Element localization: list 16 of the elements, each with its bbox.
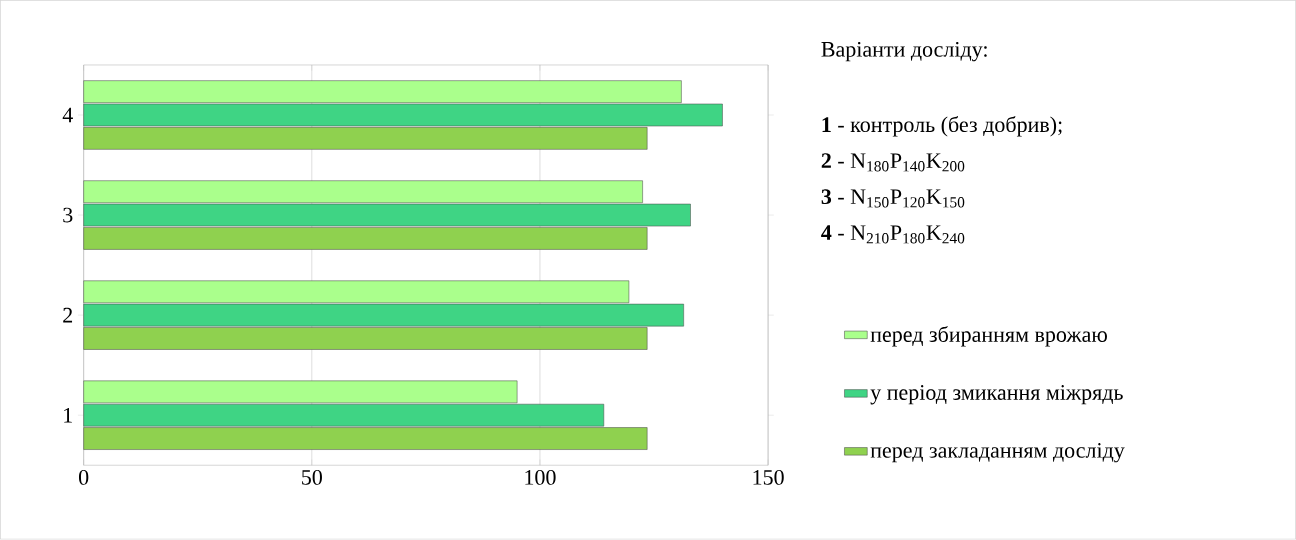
text: 3 - N$_{150}$P$_{120}$K$_{150}$ (821, 189, 965, 208)
legend-label: перед закладанням досліду (870, 443, 1125, 463)
text: 2 - N$_{180}$P$_{140}$K$_{200}$ (821, 153, 965, 172)
text: Варіанти досліду: (821, 42, 987, 62)
x-tick-label: 100 (525, 470, 556, 486)
text: 4 - N$_{210}$P$_{180}$K$_{240}$ (821, 225, 965, 244)
x-tick-label: 0 (78, 470, 89, 486)
legend-label: у період змикання міжрядь (870, 385, 1123, 405)
y-tick-label: 2 (63, 308, 73, 323)
y-tick-label: 3 (63, 207, 73, 223)
text: 1 - контроль (без добрив); (822, 116, 1062, 137)
legend-label: перед збиранням врожаю (870, 326, 1107, 347)
y-tick-label: 1 (64, 408, 72, 423)
y-tick-label: 4 (62, 108, 73, 123)
x-tick-label: 50 (302, 470, 322, 486)
x-tick-label: 150 (753, 470, 784, 486)
